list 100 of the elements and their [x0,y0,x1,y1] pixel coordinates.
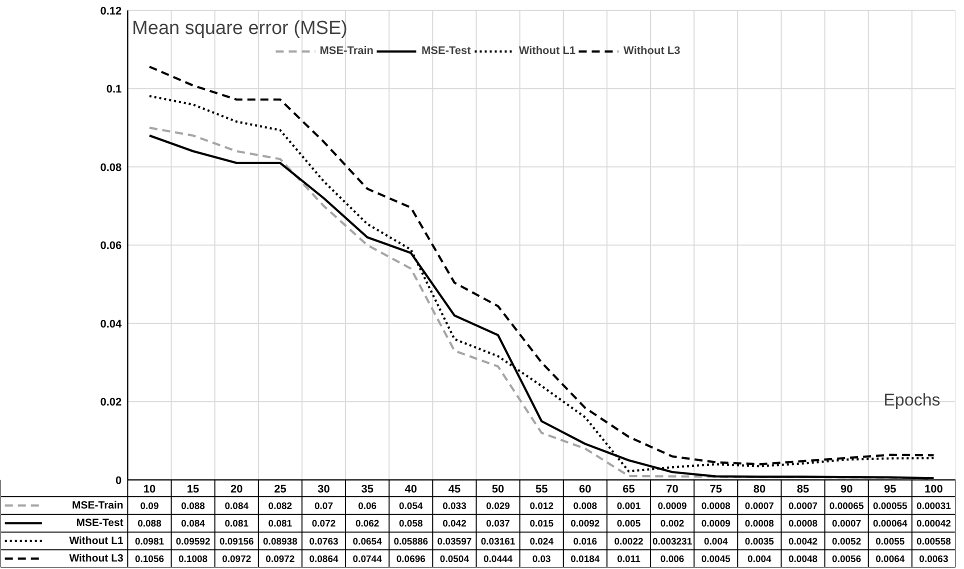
data-label: 0.011 [617,554,642,566]
y-tick-label: 0.06 [100,240,122,252]
data-label: 0.03597 [437,536,472,548]
x-axis-title: Epochs [884,390,940,410]
y-tick-label: 0.08 [100,162,122,174]
data-label: 0.0504 [440,554,470,566]
data-label: 0.029 [486,500,510,512]
data-label: 0.00042 [916,518,951,530]
x-tick-label: 60 [579,483,592,496]
x-tick-label: 15 [186,483,200,496]
data-label: 0.054 [399,500,424,512]
x-tick-label: 100 [924,483,943,496]
data-label: 0.0055 [876,536,906,548]
data-label: 0.0052 [832,536,862,548]
data-label: 0.015 [530,518,554,530]
data-label: 0.0972 [266,554,295,566]
data-label: 0.0696 [396,554,426,566]
data-label: 0.0064 [876,554,906,566]
x-tick-label: 40 [404,483,418,496]
data-label: 0.0092 [570,518,600,530]
data-label: 0.09 [140,500,159,512]
data-label: 0.088 [138,518,162,530]
data-label: 0.05886 [394,536,428,548]
data-label: 0.09592 [176,536,210,548]
legend-label: MSE-Test [422,45,471,57]
data-label: 0.0972 [222,554,252,566]
data-label: 0.0008 [788,518,818,530]
data-label: 0.0063 [919,554,948,566]
data-label: 0.03161 [480,536,516,548]
data-label: 0.0744 [352,554,383,566]
annotation: Mean square error (MSE) [132,18,348,40]
text: MSE-Test [76,517,124,530]
data-label: 0.0008 [744,518,774,530]
x-tick-label: 10 [143,483,156,496]
data-label: 0.0444 [484,554,514,566]
data-label: 0.00031 [916,500,952,512]
data-label: 0.084 [181,518,206,530]
data-label: 0.00065 [829,500,864,512]
data-label: 0.037 [486,518,510,530]
text: MSE-Train [72,499,124,512]
data-label: 0.042 [442,518,466,530]
data-label: 0.00064 [872,518,908,530]
data-label: 0.058 [399,518,423,530]
data-label: 0.004 [748,554,772,566]
data-label: 0.09156 [219,536,254,548]
x-tick-label: 55 [535,483,548,496]
data-label: 0.0045 [701,554,732,566]
data-label: 0.008 [573,500,598,512]
y-tick-label: 0.02 [100,396,122,409]
data-label: 0.07 [314,500,334,512]
data-label: 0.0042 [788,536,818,548]
x-tick-label: 50 [492,483,504,496]
x-tick-label: 30 [318,483,330,496]
data-label: 0.00055 [872,500,908,512]
data-label: 0.0654 [352,536,383,548]
data-label: 0.0022 [614,536,644,548]
data-label: 0.001 [616,500,642,512]
y-tick-label: 0.1 [106,84,122,96]
legend-label: Without L3 [624,45,680,57]
data-label: 0.0981 [134,536,165,548]
y-tick-label: 0.04 [100,318,123,330]
x-tick-label: 35 [361,483,374,496]
x-tick-label: 45 [448,483,461,496]
data-label: 0.06 [358,500,377,512]
x-tick-label: 70 [666,483,678,496]
data-label: 0.0007 [744,500,774,512]
data-label: 0.024 [530,536,554,548]
data-label: 0.0048 [788,554,818,566]
data-label: 0.033 [442,500,466,512]
x-tick-label: 75 [710,483,722,496]
x-tick-label: 80 [753,483,766,496]
data-label: 0.0009 [701,518,730,530]
data-label: 0.1008 [178,554,208,566]
data-label: 0.081 [268,518,293,530]
text: Without L3 [69,552,124,565]
x-tick-label: 90 [840,483,853,496]
x-tick-label: 85 [796,483,810,496]
data-label: 0.0035 [744,536,775,548]
data-label: 0.00558 [916,536,951,548]
x-tick-label: 65 [622,483,635,496]
data-label: 0.088 [181,500,205,512]
y-tick-label: 0.12 [100,5,122,18]
data-label: 0.0007 [788,500,818,512]
data-label: 0.012 [530,500,554,512]
data-label: 0.0009 [658,500,687,512]
data-label: 0.0864 [309,554,339,566]
data-label: 0.072 [312,518,336,530]
data-label: 0.0007 [832,518,862,530]
text: Without L1 [69,534,124,547]
legend-label: MSE-Train [320,45,374,57]
data-label: 0.0056 [832,554,862,566]
data-label: 0.062 [355,518,380,530]
y-tick-label: 0 [116,474,122,487]
data-label: 0.082 [268,500,292,512]
data-label: 0.003231 [652,536,693,548]
data-label: 0.084 [224,500,250,512]
data-label: 0.005 [616,518,642,530]
x-tick-label: 25 [274,483,286,496]
data-label: 0.016 [573,536,598,548]
x-tick-label: 20 [230,483,243,496]
